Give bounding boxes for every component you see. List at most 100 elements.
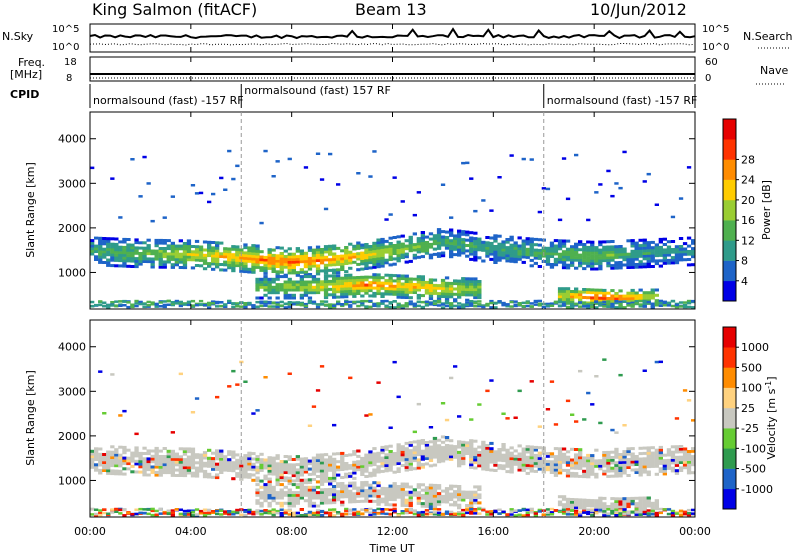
heatmap-cell bbox=[642, 508, 647, 511]
heatmap-cell bbox=[134, 459, 139, 463]
heatmap-cell bbox=[457, 495, 462, 499]
heatmap-cell bbox=[549, 507, 555, 511]
heatmap-cell bbox=[638, 496, 643, 500]
heatmap-cell bbox=[449, 455, 454, 459]
heatmap-cell bbox=[295, 513, 300, 516]
heatmap-cell bbox=[658, 469, 663, 473]
heatmap-cell bbox=[376, 484, 381, 488]
heatmap-cell bbox=[368, 489, 373, 493]
heatmap-cell bbox=[691, 249, 696, 253]
heatmap-cell bbox=[634, 502, 639, 506]
heatmap-cell bbox=[666, 253, 672, 257]
heatmap-cell bbox=[263, 255, 268, 259]
heatmap-cell bbox=[323, 274, 329, 278]
heatmap-cell bbox=[501, 459, 506, 463]
heatmap-cell bbox=[553, 463, 559, 467]
heatmap-cell bbox=[174, 263, 179, 267]
heatmap-cell bbox=[275, 256, 280, 260]
heatmap-cell bbox=[465, 493, 470, 497]
heatmap-cell bbox=[299, 481, 304, 485]
heatmap-cell bbox=[420, 247, 425, 250]
heatmap-cell bbox=[98, 511, 103, 515]
heatmap-cell bbox=[364, 499, 369, 503]
heatmap-cell bbox=[130, 303, 135, 306]
heatmap-cell bbox=[674, 450, 680, 454]
heatmap-cell bbox=[267, 466, 272, 470]
heatmap-cell bbox=[299, 301, 304, 305]
heatmap-cell bbox=[142, 473, 147, 477]
heatmap-cell bbox=[215, 452, 220, 455]
heatmap-cell bbox=[114, 258, 119, 262]
heatmap-cell bbox=[513, 416, 518, 419]
heatmap-cell bbox=[122, 237, 127, 241]
heatmap-cell bbox=[356, 304, 361, 308]
heatmap-cell bbox=[271, 302, 276, 305]
heatmap-cell bbox=[267, 480, 272, 484]
heatmap-cell bbox=[138, 454, 143, 458]
heatmap-cell bbox=[537, 299, 542, 303]
heatmap-cell bbox=[634, 244, 639, 248]
colorbar-tick-label: 12 bbox=[741, 234, 755, 247]
heatmap-cell bbox=[574, 511, 579, 514]
heatmap-cell bbox=[513, 249, 518, 253]
heatmap-cell bbox=[118, 445, 123, 449]
heatmap-cell bbox=[481, 456, 486, 460]
heatmap-cell bbox=[428, 286, 434, 290]
heatmap-cell bbox=[118, 464, 123, 468]
heatmap-cell bbox=[231, 510, 236, 514]
heatmap-cell bbox=[154, 254, 159, 258]
heatmap-cell bbox=[190, 453, 196, 456]
heatmap-cell bbox=[267, 283, 272, 287]
heatmap-cell bbox=[231, 263, 236, 267]
heatmap-cell bbox=[364, 480, 369, 484]
heatmap-cell bbox=[392, 454, 397, 458]
heatmap-cell bbox=[190, 258, 196, 262]
heatmap-cell bbox=[436, 238, 442, 242]
heatmap-cell bbox=[118, 459, 123, 463]
heatmap-cell bbox=[614, 447, 619, 451]
heatmap-cell bbox=[505, 448, 510, 452]
heatmap-cell bbox=[622, 255, 627, 259]
heatmap-cell bbox=[432, 513, 438, 516]
heatmap-cell bbox=[622, 247, 627, 251]
heatmap-cell bbox=[646, 473, 651, 477]
heatmap-cell bbox=[582, 461, 587, 465]
heatmap-cell bbox=[400, 503, 405, 507]
heatmap-cell bbox=[118, 461, 123, 465]
heatmap-cell bbox=[642, 241, 647, 245]
heatmap-cell bbox=[444, 300, 450, 303]
heatmap-cell bbox=[545, 260, 551, 264]
heatmap-cell bbox=[178, 455, 183, 459]
heatmap-cell bbox=[328, 490, 333, 494]
heatmap-cell bbox=[533, 461, 538, 465]
heatmap-cell bbox=[271, 499, 276, 503]
heatmap-cell bbox=[223, 255, 228, 259]
heatmap-cell bbox=[586, 459, 591, 463]
nsky-label: N.Sky bbox=[2, 30, 34, 43]
heatmap-cell bbox=[376, 246, 381, 250]
heatmap-cell bbox=[194, 264, 200, 267]
heatmap-cell bbox=[243, 264, 248, 268]
heatmap-cell bbox=[457, 251, 462, 254]
heatmap-cell bbox=[549, 252, 555, 256]
heatmap-cell bbox=[642, 470, 647, 474]
colorbar-tick-label: 16 bbox=[741, 214, 755, 227]
heatmap-cell bbox=[283, 249, 288, 253]
heatmap-cell bbox=[465, 301, 470, 305]
heatmap-cell bbox=[150, 468, 155, 472]
heatmap-cell bbox=[279, 496, 284, 500]
heatmap-cell bbox=[505, 254, 510, 258]
heatmap-cell bbox=[263, 300, 268, 303]
heatmap-cell bbox=[315, 464, 321, 468]
heatmap-cell bbox=[565, 458, 571, 462]
heatmap-cell bbox=[384, 258, 389, 262]
heatmap-cell bbox=[186, 300, 192, 304]
heatmap-cell bbox=[255, 305, 260, 308]
heatmap-cell bbox=[360, 508, 365, 511]
heatmap-cell bbox=[190, 411, 196, 414]
heatmap-cell bbox=[618, 463, 623, 467]
heatmap-cell bbox=[198, 509, 204, 513]
heatmap-cell bbox=[586, 288, 591, 292]
heatmap-cell bbox=[416, 300, 421, 304]
heatmap-cell bbox=[279, 246, 284, 250]
